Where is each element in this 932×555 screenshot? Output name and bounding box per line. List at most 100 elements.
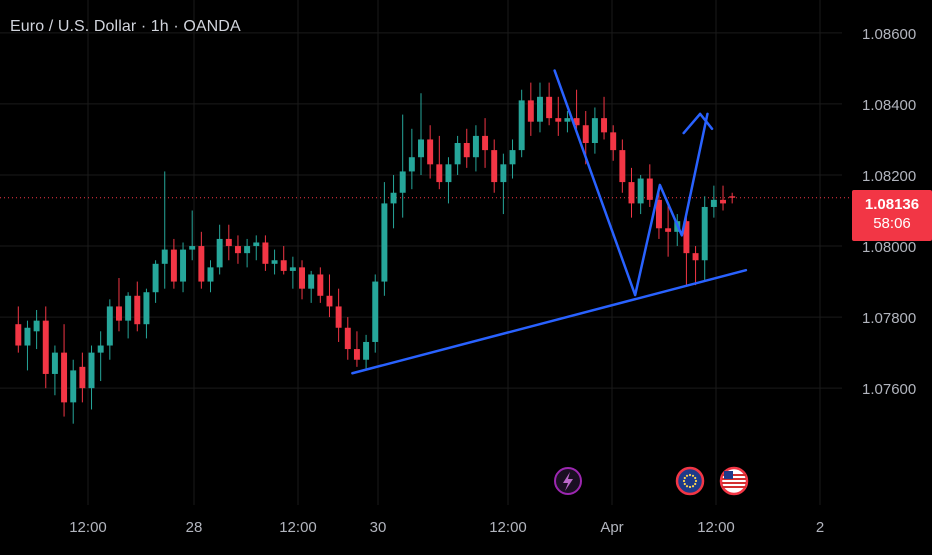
eu-flag-star [685,485,689,488]
candle-body [353,349,360,360]
eu-flag-star [683,482,686,486]
candle-body [33,320,40,332]
x-tick-label: 2 [816,519,824,536]
drawings [351,69,748,375]
candle-body [518,100,525,151]
eu-flag-star [694,476,697,480]
candle-body [253,242,260,247]
eu-flag-icon-disc [675,466,705,496]
candle-body [628,182,635,204]
candle-body [280,260,287,271]
candle-body [601,118,608,133]
x-axis: 12:00 28 12:00 30 12:00 Apr 12:00 2 [69,519,824,536]
y-tick-label: 1.07600 [862,381,916,398]
us-flag-icon [719,466,749,496]
projected-path [553,69,709,297]
eu-flag-star [688,473,692,477]
candle-body [390,192,397,204]
us-flag-stripe [722,486,746,488]
candle-body [720,199,726,204]
candle-body [225,238,232,247]
candle-body [665,228,672,232]
candle-body [180,249,187,282]
eu-flag-icon [675,466,705,496]
x-tick-label: 12:00 [69,519,107,536]
candle-body [619,150,626,183]
us-flag-stripe [722,482,746,484]
us-flag-canton [724,471,733,479]
candle-body [152,263,159,293]
candle-body [637,178,644,204]
candle-body [418,139,424,158]
x-tick-label: 28 [186,519,203,536]
candle-body [399,171,406,193]
candle-body [207,267,214,282]
candle-body [234,246,241,254]
candle-body [500,164,507,183]
candles [15,82,736,424]
event-markers [554,466,749,496]
eu-flag-star [694,479,698,483]
candle-body [308,274,315,289]
candle-body [216,238,223,268]
candle-body [564,118,571,122]
candle-body [363,341,370,360]
candle-body [482,135,489,151]
candle-body [244,246,251,254]
candle-body [591,118,598,144]
candle-body [317,274,324,296]
candle-body [546,96,553,119]
candle-body [509,150,516,165]
candle-body [729,196,736,198]
candle-body [189,246,196,250]
candle-body [24,327,31,346]
candle-body [170,249,177,282]
y-tick-label: 1.08200 [862,168,916,185]
candle-body [454,143,461,165]
us-flag-stripe [722,474,746,476]
candle-body [15,324,22,346]
candle-body [106,306,113,346]
candle-body [335,306,342,328]
candle-body [445,164,452,183]
y-tick-label: 1.08400 [862,97,916,114]
candle-body [79,366,86,389]
lightning-icon [554,467,582,495]
candle-body [372,281,379,342]
eu-flag-star [694,482,697,486]
candle-body [262,242,269,264]
grid [0,0,842,505]
candle-body [326,295,333,307]
last-price-label: 1.08136 58:06 [852,190,932,241]
x-tick-label: 12:00 [697,519,735,536]
candle-body [646,178,653,200]
y-axis: 1.08600 1.08400 1.08200 1.08000 1.07800 1.076… [862,26,916,398]
candle-body [381,203,388,282]
eu-flag-star [691,485,695,488]
x-tick-label: 12:00 [489,519,527,536]
y-tick-label: 1.08600 [862,26,916,43]
us-flag-stripe [722,478,746,480]
candle-body [143,292,150,325]
candle-body [61,352,68,403]
chart-title: Euro / U.S. Dollar · 1h · OANDA [10,18,241,35]
candle-body [573,118,580,126]
candle-body [701,206,708,261]
candle-body [527,100,534,122]
x-tick-label: 12:00 [279,519,317,536]
candle-body [710,199,717,207]
candle-body [537,96,543,122]
candle-body [70,370,77,403]
x-tick-label: Apr [600,519,623,536]
candle-body [289,267,296,271]
x-tick-label: 30 [370,519,387,536]
candle-body [271,260,278,264]
candle-body [125,295,132,321]
candle-body [692,253,699,261]
candle-body [472,135,479,158]
y-tick-label: 1.08000 [862,239,916,256]
candle-body [555,118,562,122]
candle-body [198,246,205,282]
